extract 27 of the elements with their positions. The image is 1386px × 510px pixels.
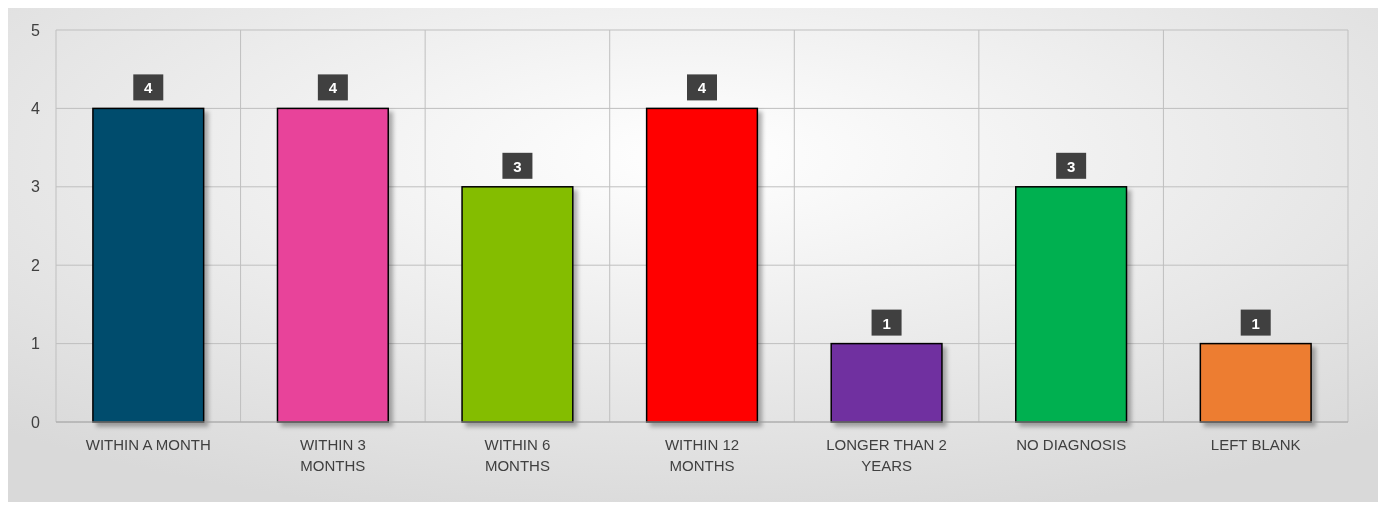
data-label: 3: [513, 157, 522, 175]
data-label: 1: [882, 314, 891, 332]
x-tick-label: WITHIN A MONTH: [85, 436, 211, 453]
bar: [461, 186, 574, 423]
x-tick-label: LONGER THAN 2 YEARS: [826, 436, 947, 474]
y-tick-label: 2: [31, 256, 41, 274]
bar: [92, 107, 205, 423]
x-tick-label: WITHIN 3 MONTHS: [299, 436, 366, 474]
x-tick-label: NO DIAGNOSIS: [1016, 436, 1127, 453]
y-tick-label: 4: [31, 100, 41, 117]
bar: [1015, 186, 1128, 423]
bar: [276, 107, 389, 423]
bar: [645, 107, 759, 423]
x-tick-label: WITHIN 6 MONTHS: [484, 436, 551, 474]
bar: [830, 342, 943, 423]
y-tick-label: 5: [31, 21, 41, 39]
y-tick-label: 0: [31, 413, 41, 431]
bar: [1199, 342, 1312, 423]
data-label: 3: [1066, 157, 1076, 175]
y-tick-label: 1: [31, 335, 41, 353]
data-label: 4: [697, 79, 707, 97]
x-tick-label: LEFT BLANK: [1210, 436, 1301, 453]
x-tick-label: WITHIN 12 MONTHS: [664, 436, 740, 474]
y-tick-label: 3: [31, 178, 41, 196]
data-label: 4: [144, 79, 154, 97]
data-label: 1: [1251, 314, 1260, 332]
data-label: 4: [328, 79, 338, 97]
